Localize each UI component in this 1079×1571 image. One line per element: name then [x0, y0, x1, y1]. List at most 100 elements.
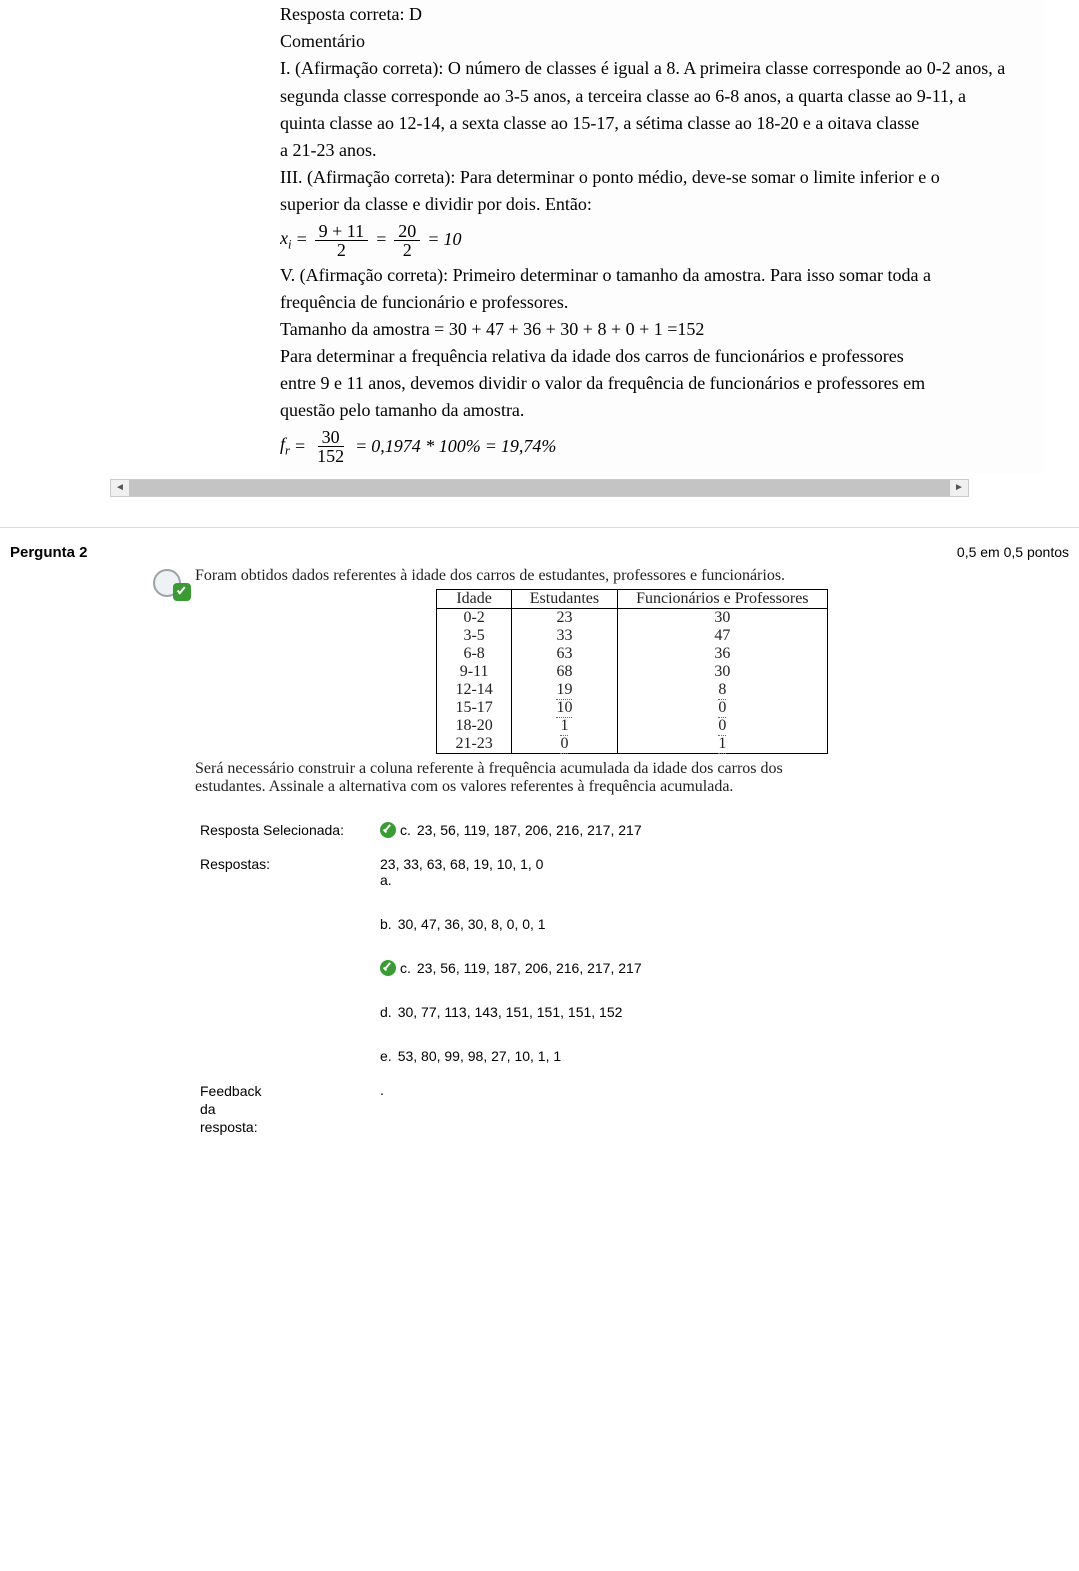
scroll-left-arrow[interactable]: ◄ — [111, 480, 129, 496]
q1-p7: V. (Afirmação correta): Primeiro determi… — [280, 263, 1045, 288]
selected-answer: c. 23, 56, 119, 187, 206, 216, 217, 217 — [380, 822, 1069, 838]
q1-p2: segunda classe corresponde ao 3-5 anos, … — [280, 84, 1045, 109]
table-cell: 68 — [511, 663, 617, 681]
option-text: 23, 56, 119, 187, 206, 216, 217, 217 — [417, 960, 642, 976]
option-text: 30, 47, 36, 30, 8, 0, 0, 1 — [398, 916, 546, 932]
feedback-label: Feedbackdaresposta: — [200, 1082, 380, 1137]
table-cell: 1 — [618, 735, 827, 754]
table-row: 12-14198 — [437, 681, 827, 699]
f1-var: x — [280, 228, 288, 248]
answer-option: 23, 33, 63, 68, 19, 10, 1, 0a. — [380, 856, 1069, 888]
f1-result: 10 — [443, 227, 461, 252]
option-text: 53, 80, 99, 98, 27, 10, 1, 1 — [398, 1048, 561, 1064]
q1-p5: III. (Afirmação correta): Para determina… — [280, 165, 1045, 190]
table-row: 18-2010 — [437, 717, 827, 735]
table-row: 0-22330 — [437, 608, 827, 627]
table-cell: 36 — [618, 645, 827, 663]
table-cell: 0-2 — [437, 608, 511, 627]
q2-after-2: estudantes. Assinale a alternativa com o… — [195, 778, 1069, 796]
q2-data-table: IdadeEstudantesFuncionários e Professore… — [436, 589, 827, 754]
scroll-track[interactable] — [129, 480, 950, 496]
question-divider — [0, 527, 1079, 528]
q1-p6: superior da classe e dividir por dois. E… — [280, 192, 1045, 217]
answers-label: Respostas: — [200, 856, 380, 872]
scroll-right-arrow[interactable]: ► — [950, 480, 968, 496]
f2-sub: r — [285, 444, 290, 458]
table-header: Estudantes — [511, 589, 617, 608]
table-cell: 15-17 — [437, 699, 511, 717]
q1-p8: frequência de funcionário e professores. — [280, 290, 1045, 315]
f1-den1: 2 — [333, 241, 350, 259]
option-letter: e. — [380, 1048, 392, 1064]
table-row: 3-53347 — [437, 627, 827, 645]
f2-den: 152 — [313, 447, 348, 465]
option-letter: b. — [380, 916, 392, 932]
table-cell: 12-14 — [437, 681, 511, 699]
option-letter: d. — [380, 1004, 392, 1020]
check-icon — [380, 822, 396, 838]
q1-p12: questão pelo tamanho da amostra. — [280, 398, 1045, 423]
answer-option: c. 23, 56, 119, 187, 206, 216, 217, 217 — [380, 960, 1069, 976]
f2-result: 19,74% — [501, 434, 557, 459]
table-row: 9-116830 — [437, 663, 827, 681]
table-cell: 33 — [511, 627, 617, 645]
selected-answer-label: Resposta Selecionada: — [200, 822, 380, 838]
f1-den2: 2 — [399, 241, 416, 259]
option-letter: a. — [380, 872, 543, 888]
table-header: Idade — [437, 589, 511, 608]
q2-intro: Foram obtidos dados referentes à idade d… — [195, 567, 1069, 585]
option-text: 23, 33, 63, 68, 19, 10, 1, 0 — [380, 856, 543, 872]
q1-p3: quinta classe ao 12-14, a sexta classe a… — [280, 111, 1045, 136]
table-row: 21-2301 — [437, 735, 827, 754]
table-cell: 6-8 — [437, 645, 511, 663]
option-letter: c. — [400, 960, 411, 976]
table-cell: 63 — [511, 645, 617, 663]
answer-option: b. 30, 47, 36, 30, 8, 0, 0, 1 — [380, 916, 1069, 932]
horizontal-scrollbar[interactable]: ◄ ► — [110, 479, 969, 497]
table-cell: 3-5 — [437, 627, 511, 645]
f2-mid: 0,1974 * 100% — [371, 434, 481, 459]
check-icon — [380, 960, 396, 976]
q1-answer-line: Resposta correta: D — [280, 2, 1045, 27]
table-cell: 23 — [511, 608, 617, 627]
correct-badge-icon — [153, 569, 189, 599]
q2-title: Pergunta 2 — [10, 544, 140, 561]
table-row: 15-17100 — [437, 699, 827, 717]
answer-option: e. 53, 80, 99, 98, 27, 10, 1, 1 — [380, 1048, 1069, 1064]
table-cell: 8 — [618, 681, 827, 699]
table-cell: 0 — [618, 717, 827, 735]
table-cell: 21-23 — [437, 735, 511, 754]
q1-p4: a 21-23 anos. — [280, 138, 1045, 163]
selected-letter: c. — [400, 822, 411, 838]
question-2: Pergunta 2 0,5 em 0,5 pontos Foram obtid… — [0, 544, 1079, 1187]
q1-p10: Para determinar a frequência relativa da… — [280, 344, 1045, 369]
q1-p1: I. (Afirmação correta): O número de clas… — [280, 56, 1045, 81]
q1-comment-heading: Comentário — [280, 29, 1045, 54]
table-cell: 9-11 — [437, 663, 511, 681]
q1-p9: Tamanho da amostra = 30 + 47 + 36 + 30 +… — [280, 317, 1045, 342]
table-row: 6-86336 — [437, 645, 827, 663]
table-cell: 10 — [511, 699, 617, 717]
selected-text: 23, 56, 119, 187, 206, 216, 217, 217 — [417, 822, 642, 838]
table-cell: 30 — [618, 663, 827, 681]
q1-p11: entre 9 e 11 anos, devemos dividir o val… — [280, 371, 1045, 396]
f1-num2: 20 — [394, 222, 420, 241]
f1-sub: i — [288, 237, 292, 251]
table-cell: 18-20 — [437, 717, 511, 735]
table-cell: 30 — [618, 608, 827, 627]
q1-formula-2: fr = 30152 = 0,1974 * 100% = 19,74% — [280, 428, 1045, 465]
option-text: 30, 77, 113, 143, 151, 151, 151, 152 — [398, 1004, 623, 1020]
q2-after-1: Será necessário construir a coluna refer… — [195, 760, 1069, 778]
f2-num: 30 — [318, 428, 344, 447]
table-cell: 0 — [618, 699, 827, 717]
q1-explanation-image: Resposta correta: D Comentário I. (Afirm… — [280, 0, 1045, 473]
answer-option: d. 30, 77, 113, 143, 151, 151, 151, 152 — [380, 1004, 1069, 1020]
table-cell: 19 — [511, 681, 617, 699]
q1-formula-1: xi = 9 + 112 = 202 = 10 — [280, 222, 1045, 259]
q2-score: 0,5 em 0,5 pontos — [957, 544, 1069, 560]
table-cell: 1 — [511, 717, 617, 735]
feedback-value: . — [380, 1082, 1069, 1098]
f1-num1: 9 + 11 — [315, 222, 368, 241]
table-header: Funcionários e Professores — [618, 589, 827, 608]
table-cell: 47 — [618, 627, 827, 645]
